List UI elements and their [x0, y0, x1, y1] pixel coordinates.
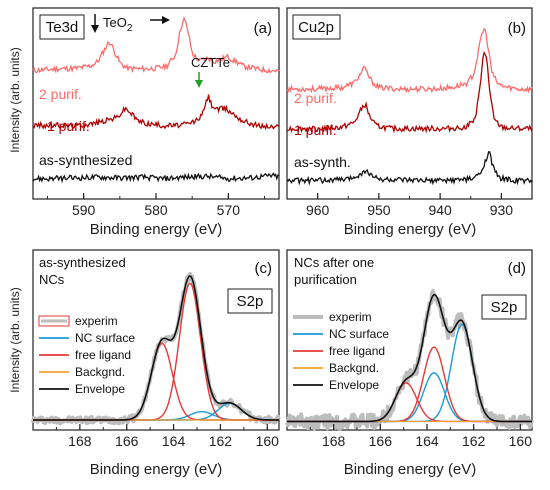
x-tick-label-b: 950	[367, 202, 391, 218]
legend-c: experim NC surface free ligand Backgnd. Enve…	[38, 314, 135, 396]
panel-tag-b: (b)	[508, 20, 526, 37]
series-label-a-2purif: 2 purif.	[39, 86, 82, 102]
series-group-a	[32, 16, 280, 184]
legend-label-d-2: free ligand	[329, 344, 385, 358]
x-tick-label-d: 160	[509, 433, 533, 449]
x-tick-label-c: 164	[162, 433, 186, 449]
series-group-c	[31, 271, 281, 426]
teo2-annotation: TeO2	[91, 14, 170, 34]
x-tick-label-a: 570	[217, 202, 241, 218]
series-label-a-as-synthesized: as-synthesized	[39, 152, 132, 168]
x-tick-label-b: 930	[490, 202, 514, 218]
x-tick-label-a: 590	[72, 202, 96, 218]
x-tick-label-a: 580	[144, 202, 168, 218]
x-tick-label-d: 166	[369, 433, 393, 449]
element-label-box-a	[39, 14, 85, 40]
teo2-arrowhead-right	[162, 16, 170, 24]
element-label-c: S2p	[237, 293, 264, 310]
legend-d: experim NC surface free ligand Backgnd. Enve…	[293, 310, 389, 392]
x-tick-label-c: 162	[209, 433, 233, 449]
panel-tag-c: (c)	[255, 260, 273, 277]
x-tick-label-d: 164	[415, 433, 439, 449]
legend-swatch-c-0	[38, 315, 70, 327]
x-tick-label-c: 160	[256, 433, 280, 449]
series-label-b-as-synth: as-synth.	[294, 154, 351, 170]
teo2-label-main: TeO	[103, 15, 127, 30]
x-tick-label-d: 168	[322, 433, 346, 449]
y-axis-title-bottom: Intensity (arb. units)	[8, 287, 22, 392]
teo2-arrowhead-down	[91, 25, 99, 33]
panel-d: 168 166 164 162 160 NCs after one purificati…	[285, 249, 534, 478]
element-label-box-d	[481, 294, 527, 320]
envelope-line-c	[33, 275, 279, 421]
panel-c: 168 166 164 162 160 as-synthesized NCs (c) S…	[31, 249, 281, 478]
legend-label-d-4: Envelope	[329, 378, 379, 392]
x-axis-title-a: Binding energy (eV)	[90, 221, 223, 238]
teo2-label: TeO2	[103, 15, 133, 34]
plot-frame-c	[32, 249, 280, 431]
series-label-b-1purif: 1 purif.	[294, 122, 337, 138]
element-label-box-c	[227, 288, 273, 314]
panel-b: 960 950 940 930 Cu2p (b) 2 purif. 1 purif. …	[286, 7, 533, 238]
series-line-a-1	[32, 94, 280, 131]
teo2-label-sub: 2	[127, 23, 133, 34]
legend-label-d-0: experim	[329, 310, 372, 324]
czzte-arrowhead	[195, 80, 203, 88]
legend-label-c-0: experim	[75, 314, 118, 328]
series-line-b-2	[286, 151, 533, 186]
czzte-annotation: CZTTe	[191, 55, 230, 88]
x-axis-title-d: Binding energy (eV)	[344, 461, 477, 478]
x-tick-label-c: 166	[115, 433, 139, 449]
legend-label-c-4: Envelope	[75, 382, 125, 396]
series-label-b-2purif: 2 purif.	[294, 90, 337, 106]
ticks-d: 168 166 164 162 160	[286, 424, 533, 449]
legend-label-c-3: Backgnd.	[75, 365, 125, 379]
element-label-a: Te3d	[46, 19, 79, 36]
ticks-a: 590 580 570	[46, 193, 266, 218]
element-label-d: S2p	[491, 299, 518, 316]
y-axis-title-top: Intensity (arb. units)	[8, 47, 22, 152]
panel-tag-d: (d)	[508, 260, 526, 277]
experim-line-d	[285, 289, 534, 431]
element-label-box-b	[292, 14, 341, 40]
series-line-a-0	[32, 16, 280, 74]
legend-label-d-1: NC surface	[329, 327, 389, 341]
x-tick-label-d: 162	[462, 433, 486, 449]
element-label-b: Cu2p	[298, 19, 334, 36]
note-c-line2: NCs	[39, 272, 65, 287]
legend-label-d-3: Backgnd.	[329, 361, 379, 375]
x-axis-title-b: Binding energy (eV)	[344, 221, 477, 238]
legend-label-c-2: free ligand	[75, 348, 131, 362]
x-tick-label-b: 960	[306, 202, 330, 218]
series-label-a-1purif: 1 purif.	[47, 118, 90, 134]
series-line-a-2	[32, 172, 280, 184]
note-c-line1: as-synthesized	[39, 255, 126, 270]
series-line-b-1	[286, 50, 533, 134]
plot-frame-d	[286, 249, 533, 431]
series-line-b-0	[286, 27, 533, 94]
series-group-d	[285, 289, 534, 431]
x-tick-label-c: 168	[68, 433, 92, 449]
czzte-label: CZTTe	[191, 55, 230, 70]
legend-label-c-1: NC surface	[75, 331, 135, 345]
ticks-c: 168 166 164 162 160	[32, 424, 280, 449]
envelope-line-d	[287, 293, 532, 423]
x-axis-title-c: Binding energy (eV)	[90, 461, 223, 478]
panel-tag-a: (a)	[254, 20, 272, 37]
panel-a: 590 580 570 Te3d (a) 2 purif. 1 purif. as-…	[32, 7, 280, 238]
series-group-b	[286, 27, 533, 186]
ticks-b: 960 950 940 930	[286, 193, 533, 218]
x-tick-label-b: 940	[428, 202, 452, 218]
note-d-line2: purification	[294, 272, 357, 287]
note-d-line1: NCs after one	[294, 255, 374, 270]
